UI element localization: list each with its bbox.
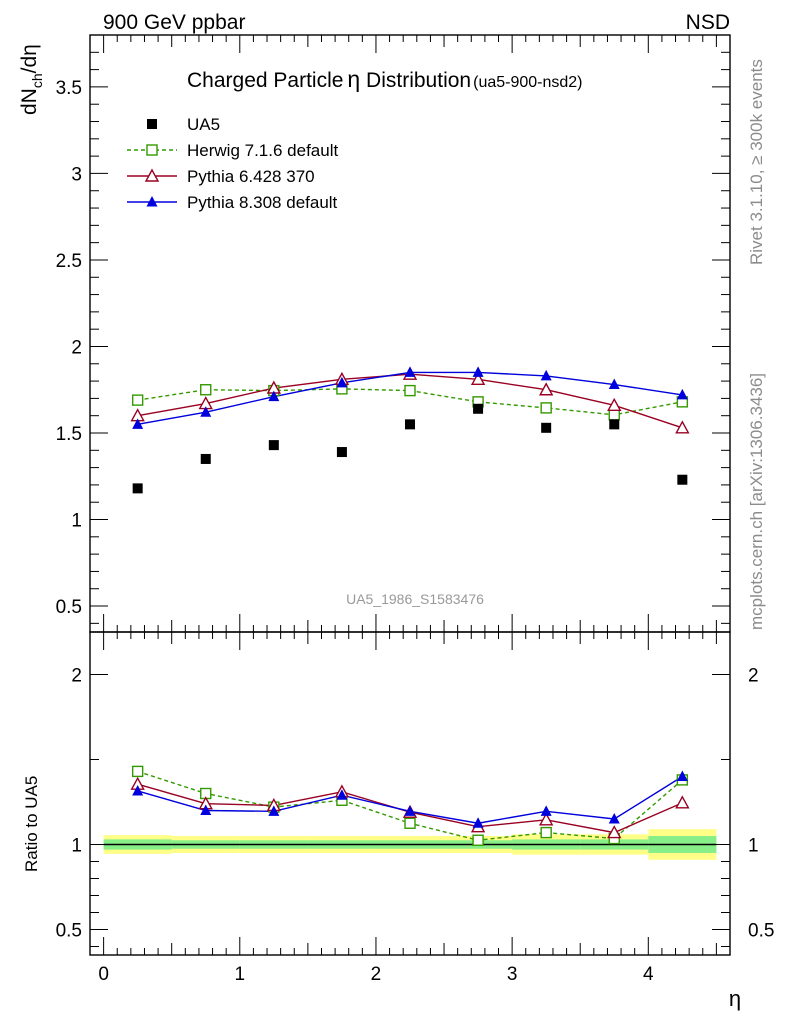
data-point-ua5: [473, 403, 484, 414]
legend-label-3: Pythia 8.308 default: [187, 193, 338, 212]
y-tick-label-ratio-left: 2: [71, 666, 82, 687]
series-point-main-0: [404, 384, 416, 397]
chart-watermark: UA5_1986_S1583476: [346, 591, 484, 607]
series-point-main-1: [607, 397, 622, 412]
y-axis-label-main-base: dN: [18, 88, 41, 115]
x-tick-label: 3: [507, 964, 518, 985]
y-tick-label-main: 2: [71, 337, 82, 358]
series-point-ratio-0: [131, 765, 144, 778]
series-point-main-1: [675, 420, 690, 434]
x-tick-label: 0: [98, 964, 109, 985]
series-point-ratio-1: [607, 825, 622, 839]
y-tick-label-main: 1.5: [56, 424, 82, 445]
legend-label-1: Herwig 7.1.6 default: [187, 141, 338, 160]
series-point-ratio-2: [336, 789, 348, 800]
series-point-main-2: [336, 376, 348, 388]
series-point-main-0: [131, 394, 144, 406]
data-point-ua5: [132, 483, 143, 494]
ticks-group: 0 1 2 3 4 0.5 1 1.5 2 2.5 3 3.5 0.5 0.5 1 1 2 2: [56, 35, 774, 985]
series-point-main-2: [132, 418, 144, 429]
data-point-ua5: [405, 419, 415, 430]
data-point-ua5: [609, 419, 620, 430]
series-point-ratio-2: [472, 817, 484, 828]
series-point-main-2: [608, 378, 620, 390]
y-tick-label-main: 2.5: [56, 251, 82, 272]
y-axis-label-main-rest: /dη: [18, 44, 41, 73]
series-line-main-2: [137, 371, 683, 426]
header-right: NSD: [686, 11, 730, 34]
rivet-label: Rivet 3.1.10, ≥ 300k events: [747, 59, 766, 265]
data-point-ua5: [541, 422, 552, 433]
y-tick-label-main: 1: [71, 511, 82, 532]
header-left: 900 GeV ppbar: [103, 11, 245, 34]
data-point-ua5: [268, 440, 279, 451]
series-point-ratio-0: [540, 826, 552, 839]
markers-group: [130, 366, 690, 846]
chart-title-rest: Distribution: [360, 69, 471, 92]
y-axis-label-main-sub: ch: [29, 73, 45, 88]
legend-marker-3: [146, 196, 158, 207]
y-axis-label-main: dNch/dη: [18, 44, 45, 115]
data-point-ua5: [336, 447, 347, 458]
series-point-ratio-2: [404, 805, 416, 816]
legend-marker-2: [144, 168, 160, 182]
legend-label-0: UA5: [187, 115, 220, 134]
series-point-main-1: [538, 382, 554, 396]
series-point-ratio-2: [268, 805, 280, 816]
series-point-main-1: [470, 371, 486, 386]
series-point-main-2: [676, 388, 688, 400]
series-point-main-2: [540, 369, 552, 381]
ratio-plot-frame: [89, 631, 731, 956]
y-axis-label-ratio: Ratio to UA5: [22, 776, 41, 872]
series-point-ratio-1: [675, 795, 690, 809]
chart-title-symbol: η: [347, 66, 360, 92]
data-point-ua5: [677, 474, 688, 485]
series-point-main-2: [472, 366, 484, 377]
chart-title-text: Charged Particle: [187, 69, 343, 92]
legend: UA5 Herwig 7.1.6 default Pythia 6.428 370 P…: [127, 115, 338, 212]
y-tick-label-main: 3: [71, 164, 82, 185]
series-point-main-2: [268, 390, 280, 402]
y-tick-label-ratio-right: 0.5: [748, 921, 774, 942]
main-plot-frame: [89, 34, 731, 633]
series-point-main-0: [540, 402, 552, 414]
series-point-ratio-2: [540, 805, 552, 816]
mcplots-label: mcplots.cern.ch [arXiv:1306.3436]: [747, 373, 766, 630]
series-point-ratio-0: [472, 834, 484, 846]
ratio-band-group: [103, 829, 717, 860]
y-tick-label-ratio-left: 1: [71, 836, 82, 857]
frame-group: [89, 34, 731, 956]
y-tick-label-main: 3.5: [56, 78, 82, 99]
legend-marker-1: [146, 144, 158, 156]
series-point-ratio-2: [200, 804, 212, 815]
series-point-ratio-1: [538, 812, 554, 826]
series-point-ratio-2: [132, 784, 144, 796]
x-tick-label: 2: [371, 964, 382, 985]
y-tick-label-ratio-right: 1: [748, 836, 759, 857]
chart-title: Charged Particle η Distribution (ua5-900-n…: [187, 66, 583, 92]
series-point-main-2: [404, 366, 416, 377]
series-point-main-0: [608, 409, 620, 421]
legend-label-2: Pythia 6.428 370: [187, 167, 315, 186]
series-point-main-2: [200, 406, 212, 417]
chart-title-sub: (ua5-900-nsd2): [473, 74, 582, 91]
x-tick-label: 1: [234, 964, 245, 985]
series-point-main-0: [200, 384, 212, 396]
y-tick-label-ratio-right: 2: [748, 666, 759, 687]
y-tick-label-main: 0.5: [56, 597, 82, 618]
x-tick-label: 4: [643, 964, 654, 985]
series-point-ratio-2: [676, 770, 688, 781]
data-point-ua5: [200, 453, 211, 464]
legend-marker-0: [147, 119, 157, 129]
y-tick-label-ratio-left: 0.5: [56, 921, 82, 942]
series-point-ratio-0: [404, 817, 416, 829]
series-point-ratio-2: [608, 813, 620, 824]
x-axis-label: η: [729, 986, 741, 1011]
